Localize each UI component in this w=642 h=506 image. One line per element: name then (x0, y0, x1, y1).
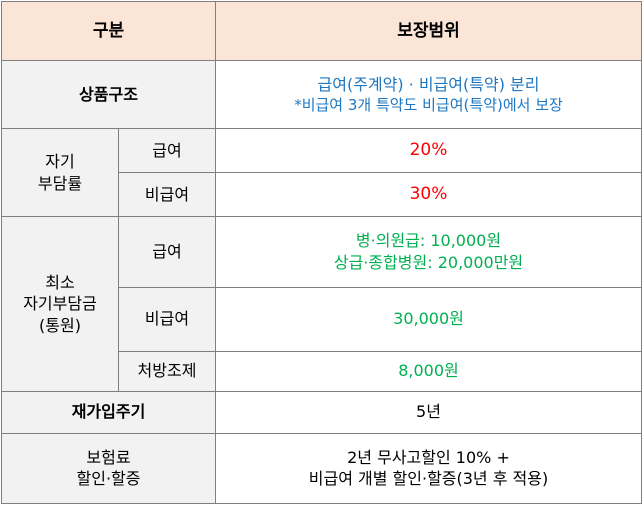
premium-adjustment-label-line1: 보험료 (86, 447, 131, 467)
prescription-label: 처방조제 (118, 350, 216, 392)
minimum-noncovered-label: 비급여 (118, 286, 216, 352)
header-row: 구분 보장범위 (1, 0, 642, 62)
row-minimum-prescription: 처방조제 8,000원 (2, 350, 642, 392)
copay-rate-label: 자기 부담률 (1, 128, 119, 218)
copay-rate-label-line2: 부담률 (37, 173, 83, 193)
minimum-covered-line1: 병·의원급: 10,000원 (355, 231, 502, 251)
row-copay-noncovered: 비급여 30% (2, 172, 642, 218)
reentry-period-value: 5년 (215, 390, 642, 434)
product-structure-line2: *비급여 3개 특약도 비급여(특약)에서 보장 (294, 96, 563, 115)
minimum-covered-line2: 상급·종합병원: 20,000만원 (333, 252, 524, 272)
row-minimum-covered: 최소 자기부담금 (통원) 급여 병·의원급: 10,000원 상급·종합병원:… (1, 216, 642, 392)
row-copay-covered: 자기 부담률 급여 20% (1, 128, 642, 218)
row-minimum-noncovered: 비급여 30,000원 (2, 286, 642, 352)
minimum-covered-value: 병·의원급: 10,000원 상급·종합병원: 20,000만원 (215, 216, 642, 288)
copay-covered-value: 20% (215, 128, 642, 174)
premium-adjustment-value: 2년 무사고할인 10% + 비급여 개별 할인·할증(3년 후 적용) (215, 432, 642, 505)
product-structure-line1: 급여(주계약) · 비급여(특약) 분리 (317, 74, 540, 94)
copay-covered-label: 급여 (118, 128, 216, 174)
row-premium-adjustment: 보험료 할인·할증 2년 무사고할인 10% + 비급여 개별 할인·할증(3년… (1, 432, 642, 505)
header-category: 구분 (1, 0, 216, 62)
minimum-copay-label-line3: (통원) (39, 315, 81, 335)
prescription-value: 8,000원 (215, 350, 642, 392)
row-reentry-period: 재가입주기 5년 (1, 390, 642, 434)
minimum-copay-label-line1: 최소 (45, 272, 75, 292)
minimum-copay-label-line2: 자기부담금 (23, 294, 97, 314)
header-coverage: 보장범위 (215, 0, 642, 62)
copay-rate-label-line1: 자기 (45, 152, 75, 172)
copay-noncovered-label: 비급여 (118, 172, 216, 218)
minimum-copay-label: 최소 자기부담금 (통원) (1, 216, 119, 392)
premium-adjustment-line2: 비급여 개별 할인·할증(3년 후 적용) (308, 469, 549, 489)
premium-adjustment-label-line2: 할인·할증 (76, 469, 141, 489)
row-product-structure: 상품구조 급여(주계약) · 비급여(특약) 분리 *비급여 3개 특약도 비급… (1, 60, 642, 130)
premium-adjustment-label: 보험료 할인·할증 (1, 432, 216, 505)
reentry-period-label: 재가입주기 (1, 390, 216, 434)
minimum-covered-label: 급여 (118, 216, 216, 288)
minimum-noncovered-value: 30,000원 (215, 286, 642, 352)
product-structure-value: 급여(주계약) · 비급여(특약) 분리 *비급여 3개 특약도 비급여(특약)… (215, 60, 642, 130)
premium-adjustment-line1: 2년 무사고할인 10% + (347, 447, 510, 467)
product-structure-label: 상품구조 (1, 60, 216, 130)
copay-noncovered-value: 30% (215, 172, 642, 218)
